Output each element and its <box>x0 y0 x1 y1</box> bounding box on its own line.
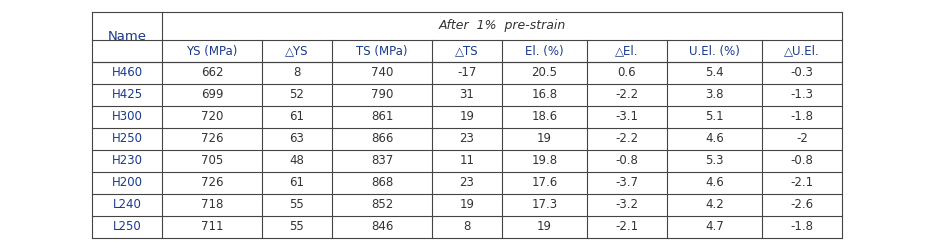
Text: -1.8: -1.8 <box>790 220 814 234</box>
Text: 19.8: 19.8 <box>531 154 558 168</box>
Text: 705: 705 <box>201 154 223 168</box>
Text: H230: H230 <box>111 154 143 168</box>
Text: El. (%): El. (%) <box>525 44 564 58</box>
Text: 18.6: 18.6 <box>531 110 558 124</box>
Text: 852: 852 <box>371 198 393 211</box>
Text: -1.3: -1.3 <box>790 88 814 102</box>
Text: H300: H300 <box>111 110 143 124</box>
Text: 4.2: 4.2 <box>705 198 724 211</box>
Text: 3.8: 3.8 <box>705 88 724 102</box>
Text: -2.1: -2.1 <box>790 176 814 190</box>
Text: 837: 837 <box>371 154 393 168</box>
Text: △TS: △TS <box>455 44 479 58</box>
Text: 5.4: 5.4 <box>705 66 724 80</box>
Text: 4.7: 4.7 <box>705 220 724 234</box>
Text: 20.5: 20.5 <box>531 66 558 80</box>
Text: 55: 55 <box>290 220 304 234</box>
Text: △YS: △YS <box>285 44 309 58</box>
Text: 861: 861 <box>371 110 393 124</box>
Text: U.El. (%): U.El. (%) <box>689 44 740 58</box>
Text: -3.7: -3.7 <box>616 176 639 190</box>
Text: 718: 718 <box>201 198 223 211</box>
Text: -3.2: -3.2 <box>616 198 639 211</box>
Text: YS (MPa): YS (MPa) <box>186 44 237 58</box>
Text: 23: 23 <box>460 176 474 190</box>
Text: -2.6: -2.6 <box>790 198 814 211</box>
Text: 662: 662 <box>201 66 223 80</box>
Text: Name: Name <box>107 30 147 44</box>
Text: 55: 55 <box>290 198 304 211</box>
Text: -0.3: -0.3 <box>790 66 814 80</box>
Text: 19: 19 <box>460 198 474 211</box>
Text: 726: 726 <box>201 132 223 145</box>
Text: 0.6: 0.6 <box>617 66 636 80</box>
Text: 740: 740 <box>371 66 393 80</box>
Text: 720: 720 <box>201 110 223 124</box>
Text: -2.2: -2.2 <box>616 132 639 145</box>
Text: 63: 63 <box>290 132 304 145</box>
Text: H460: H460 <box>111 66 143 80</box>
Text: -2.2: -2.2 <box>616 88 639 102</box>
Text: -17: -17 <box>458 66 476 80</box>
Text: L240: L240 <box>113 198 141 211</box>
Text: 61: 61 <box>290 176 304 190</box>
Text: 8: 8 <box>293 66 301 80</box>
Text: 11: 11 <box>460 154 474 168</box>
Text: 19: 19 <box>537 132 552 145</box>
Text: 5.3: 5.3 <box>705 154 724 168</box>
Text: 61: 61 <box>290 110 304 124</box>
Text: 17.3: 17.3 <box>531 198 558 211</box>
Text: △U.El.: △U.El. <box>785 44 820 58</box>
Text: H200: H200 <box>111 176 143 190</box>
Text: After  1%  pre-strain: After 1% pre-strain <box>438 20 566 32</box>
Text: 52: 52 <box>290 88 304 102</box>
Text: 4.6: 4.6 <box>705 132 724 145</box>
Text: 726: 726 <box>201 176 223 190</box>
Text: 17.6: 17.6 <box>531 176 558 190</box>
Text: -2.1: -2.1 <box>616 220 639 234</box>
Text: 19: 19 <box>460 110 474 124</box>
Text: -0.8: -0.8 <box>616 154 639 168</box>
Text: 23: 23 <box>460 132 474 145</box>
Text: L250: L250 <box>113 220 141 234</box>
Text: 4.6: 4.6 <box>705 176 724 190</box>
Text: -0.8: -0.8 <box>790 154 814 168</box>
Text: △El.: △El. <box>616 44 639 58</box>
Text: H250: H250 <box>111 132 143 145</box>
Text: 19: 19 <box>537 220 552 234</box>
Text: TS (MPa): TS (MPa) <box>356 44 408 58</box>
Text: 790: 790 <box>371 88 393 102</box>
Text: -3.1: -3.1 <box>616 110 639 124</box>
Text: -2: -2 <box>796 132 808 145</box>
Text: 5.1: 5.1 <box>705 110 724 124</box>
Text: 711: 711 <box>201 220 223 234</box>
Text: 866: 866 <box>371 132 393 145</box>
Text: 31: 31 <box>460 88 474 102</box>
Text: H425: H425 <box>111 88 143 102</box>
Text: -1.8: -1.8 <box>790 110 814 124</box>
Text: 8: 8 <box>463 220 471 234</box>
Text: 868: 868 <box>371 176 393 190</box>
Text: 846: 846 <box>371 220 393 234</box>
Text: 699: 699 <box>201 88 223 102</box>
Text: 16.8: 16.8 <box>531 88 558 102</box>
Text: 48: 48 <box>290 154 304 168</box>
